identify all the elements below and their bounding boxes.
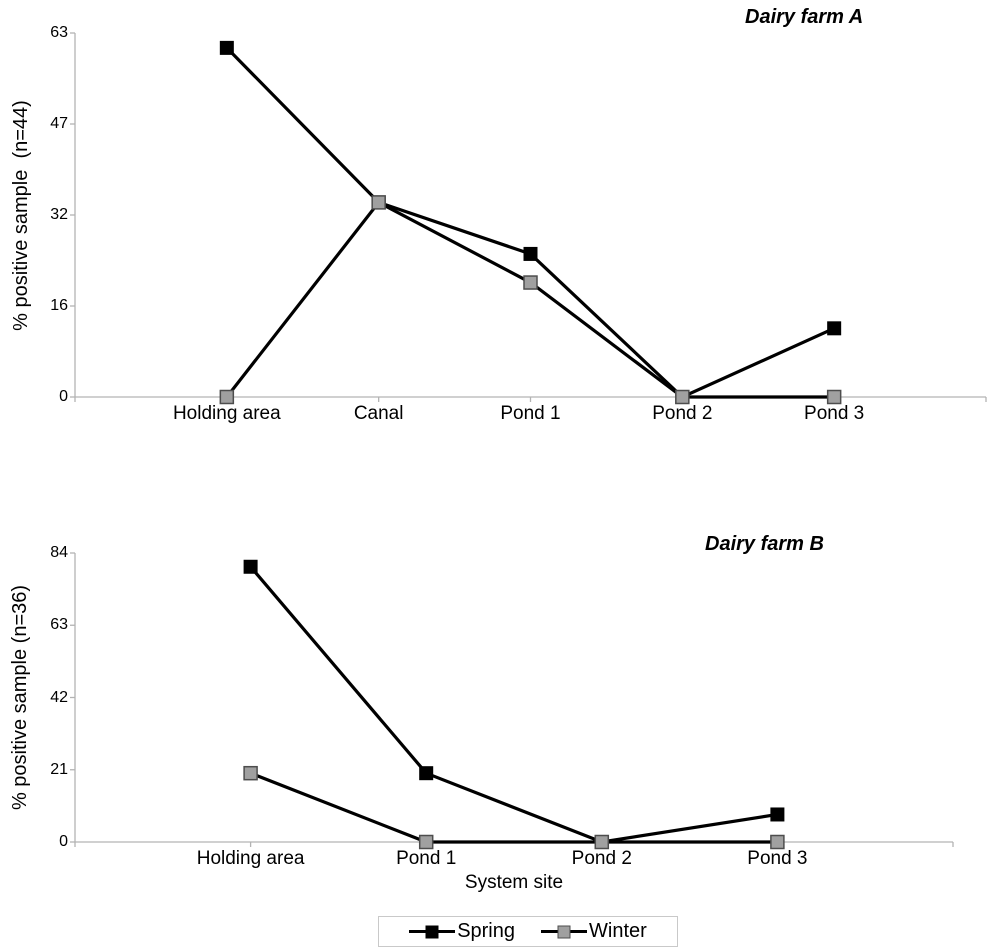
legend-label-spring: Spring xyxy=(457,920,515,942)
spring-series-line xyxy=(249,565,778,844)
y-tick-label: 63 xyxy=(50,24,68,41)
x-category-label: Pond 3 xyxy=(747,848,808,869)
winter-square-marker-icon xyxy=(557,925,571,938)
winter-marker xyxy=(371,195,386,210)
y-tick-label: 16 xyxy=(50,297,68,314)
y-tick-label: 32 xyxy=(50,206,68,223)
y-tick-label: 42 xyxy=(50,688,68,706)
chart-a-title: Dairy farm A xyxy=(745,6,864,28)
x-category-label: Holding area xyxy=(196,848,305,869)
winter-line-sample xyxy=(541,925,587,938)
spring-marker xyxy=(523,246,538,261)
legend-entry-spring: Spring xyxy=(409,920,515,943)
legend-entry-winter: Winter xyxy=(541,920,647,943)
chart-b-plot-area xyxy=(70,552,954,850)
legend-label-winter: Winter xyxy=(589,920,647,942)
x-category-label: Pond 1 xyxy=(500,403,561,424)
winter-marker xyxy=(594,834,610,850)
y-tick-label: 47 xyxy=(50,115,68,132)
y-tick-label: 21 xyxy=(50,760,68,778)
y-tick-label: 84 xyxy=(50,544,68,561)
y-tick-label: 0 xyxy=(59,833,68,850)
spring-marker xyxy=(243,559,258,574)
chart-b-title: Dairy farm B xyxy=(705,533,824,555)
winter-marker xyxy=(219,389,235,405)
x-category-label: Holding area xyxy=(172,403,281,424)
x-category-label: Canal xyxy=(353,403,404,424)
x-category-label: Pond 1 xyxy=(396,848,457,869)
x-axis-title: System site xyxy=(464,872,564,893)
spring-marker xyxy=(219,40,234,55)
winter-marker xyxy=(826,389,842,405)
spring-marker xyxy=(419,766,434,781)
winter-marker xyxy=(418,834,434,850)
winter-marker xyxy=(675,389,690,405)
y-tick-label: 0 xyxy=(59,388,68,405)
winter-marker xyxy=(243,765,258,781)
winter-marker xyxy=(523,275,538,290)
winter-marker xyxy=(770,834,785,850)
winter-series-line xyxy=(250,771,778,844)
spring-square-marker-icon xyxy=(425,925,439,938)
x-category-label: Pond 2 xyxy=(571,848,632,869)
spring-marker xyxy=(770,807,785,822)
chart-a-plot-area xyxy=(70,32,987,405)
legend: Spring Winter xyxy=(378,916,678,947)
spring-series-line xyxy=(225,46,835,399)
x-category-label: Pond 3 xyxy=(804,403,865,424)
y-tick-label: 63 xyxy=(50,616,68,634)
spring-line-sample xyxy=(409,925,456,938)
x-category-label: Pond 2 xyxy=(652,403,713,424)
spring-marker xyxy=(827,321,842,336)
